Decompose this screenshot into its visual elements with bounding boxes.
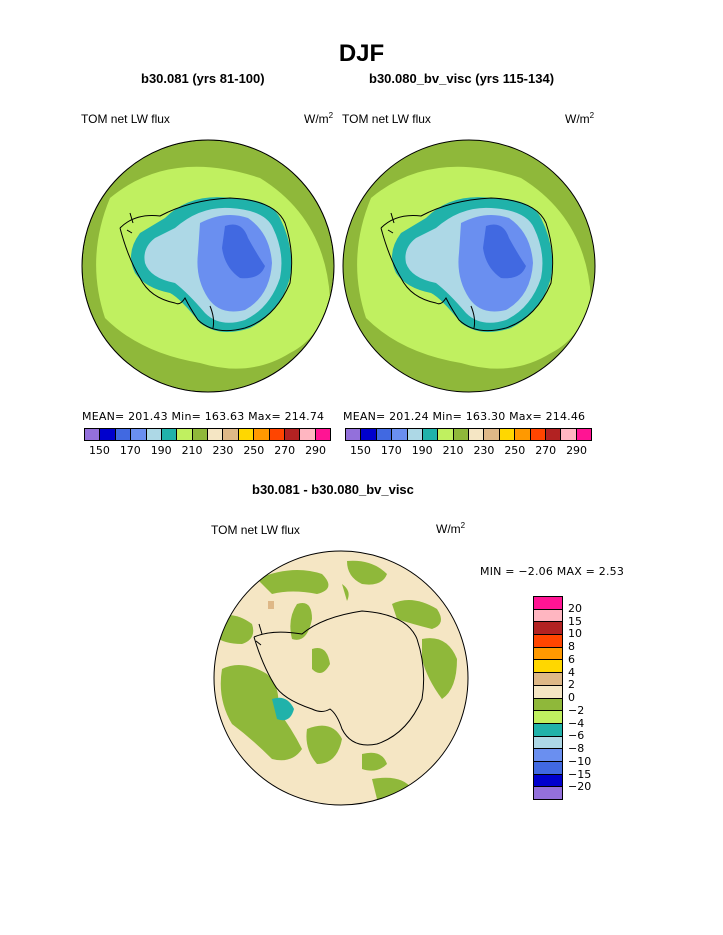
panel-right-unit: W/m2 [565, 111, 595, 126]
diff-panel-stats: MIN = −2.06 MAX = 2.53 [480, 565, 625, 578]
diff-panel-unit: W/m2 [436, 521, 466, 536]
colorbar-tick-label: −20 [568, 780, 592, 794]
colorbar-tick-label: −10 [568, 754, 592, 768]
colorbar-swatch [534, 698, 562, 712]
colorbar-swatch [576, 429, 591, 440]
panel-right-stats: MEAN= 201.24 Min= 163.30 Max= 214.46 [343, 410, 586, 423]
colorbar-tick-label: 4 [568, 665, 575, 679]
colorbar-tick-label: 290 [566, 444, 588, 457]
colorbar-swatch [561, 429, 577, 440]
colorbar-swatch [208, 429, 224, 440]
colorbar-tick-label: 270 [535, 444, 557, 457]
diff-panel-title: b30.081 - b30.080_bv_visc [252, 482, 414, 497]
colorbar-tick-label: 210 [181, 444, 203, 457]
panel-right-variable: TOM net LW flux [342, 112, 431, 126]
colorbar-swatch [361, 429, 377, 440]
colorbar-swatch [315, 429, 330, 440]
colorbar-swatch [534, 787, 562, 799]
colorbar-swatch [534, 609, 562, 623]
colorbar-tick-label: 250 [504, 444, 526, 457]
colorbar-swatch [346, 429, 362, 440]
panel-left-title: b30.081 (yrs 81-100) [141, 71, 265, 86]
colorbar-swatch [534, 660, 562, 674]
colorbar-swatch [177, 429, 193, 440]
colorbar-swatch [534, 597, 562, 610]
colorbar-swatch [85, 429, 101, 440]
colorbar-tick-label: −6 [568, 729, 585, 743]
colorbar-swatch [515, 429, 531, 440]
colorbar-tick-label: 170 [380, 444, 402, 457]
colorbar-left [84, 428, 331, 441]
colorbar-swatch [534, 685, 562, 699]
colorbar-swatch [131, 429, 147, 440]
colorbar-swatch [534, 774, 562, 788]
colorbar-swatch [534, 749, 562, 762]
colorbar-swatch [269, 429, 285, 440]
colorbar-swatch [534, 761, 562, 775]
colorbar-swatch [223, 429, 239, 440]
colorbar-tick-label: −15 [568, 767, 592, 781]
colorbar-swatch [453, 429, 469, 440]
colorbar-swatch [407, 429, 423, 440]
colorbar-swatch [534, 711, 562, 724]
map-right [342, 139, 596, 393]
colorbar-swatch [469, 429, 485, 440]
colorbar-swatch [376, 429, 393, 440]
colorbar-swatch [238, 429, 255, 440]
colorbar-swatch [161, 429, 178, 440]
colorbar-right [345, 428, 592, 441]
colorbar-tick-label: −4 [568, 716, 585, 730]
colorbar-tick-label: 230 [473, 444, 495, 457]
colorbar-swatch [534, 736, 562, 750]
colorbar-swatch [392, 429, 408, 440]
colorbar-swatch [438, 429, 454, 440]
colorbar-swatch [534, 635, 562, 648]
colorbar-tick-label: 15 [568, 614, 582, 628]
colorbar-swatch [146, 429, 162, 440]
colorbar-tick-label: 190 [150, 444, 172, 457]
map-left [81, 139, 335, 393]
colorbar-tick-label: 150 [349, 444, 371, 457]
colorbar-swatch [422, 429, 439, 440]
panel-left-unit: W/m2 [304, 111, 334, 126]
colorbar-swatch [254, 429, 270, 440]
colorbar-swatch [300, 429, 316, 440]
colorbar-diff [533, 596, 563, 800]
colorbar-tick-label: 20 [568, 601, 582, 615]
colorbar-swatch [545, 429, 562, 440]
colorbar-tick-label: 6 [568, 652, 575, 666]
colorbar-swatch [534, 622, 562, 636]
colorbar-tick-label: 2 [568, 678, 575, 692]
panel-right-title: b30.080_bv_visc (yrs 115-134) [369, 71, 555, 86]
colorbar-swatch [534, 723, 562, 737]
colorbar-swatch [530, 429, 546, 440]
colorbar-tick-label: 170 [119, 444, 141, 457]
panel-left-stats: MEAN= 201.43 Min= 163.63 Max= 214.74 [82, 410, 325, 423]
colorbar-swatch [484, 429, 500, 440]
map-diff [213, 550, 469, 806]
colorbar-swatch [115, 429, 132, 440]
colorbar-tick-label: 250 [243, 444, 265, 457]
colorbar-tick-label: 8 [568, 640, 575, 653]
colorbar-swatch [284, 429, 301, 440]
colorbar-tick-label: 230 [212, 444, 234, 457]
colorbar-swatch [192, 429, 208, 440]
colorbar-tick-label: 270 [274, 444, 296, 457]
colorbar-tick-label: 10 [568, 627, 582, 641]
colorbar-tick-label: −2 [568, 703, 585, 717]
colorbar-swatch [100, 429, 116, 440]
panel-left-variable: TOM net LW flux [81, 112, 170, 126]
colorbar-tick-label: 290 [305, 444, 327, 457]
diff-panel-variable: TOM net LW flux [211, 523, 300, 537]
colorbar-tick-label: −8 [568, 742, 585, 755]
figure-title: DJF [338, 40, 385, 67]
colorbar-tick-label: 190 [411, 444, 433, 457]
colorbar-tick-label: 150 [88, 444, 110, 457]
colorbar-swatch [499, 429, 516, 440]
colorbar-tick-label: 0 [568, 691, 575, 704]
colorbar-swatch [534, 673, 562, 686]
colorbar-tick-label: 210 [442, 444, 464, 457]
colorbar-swatch [534, 647, 562, 661]
